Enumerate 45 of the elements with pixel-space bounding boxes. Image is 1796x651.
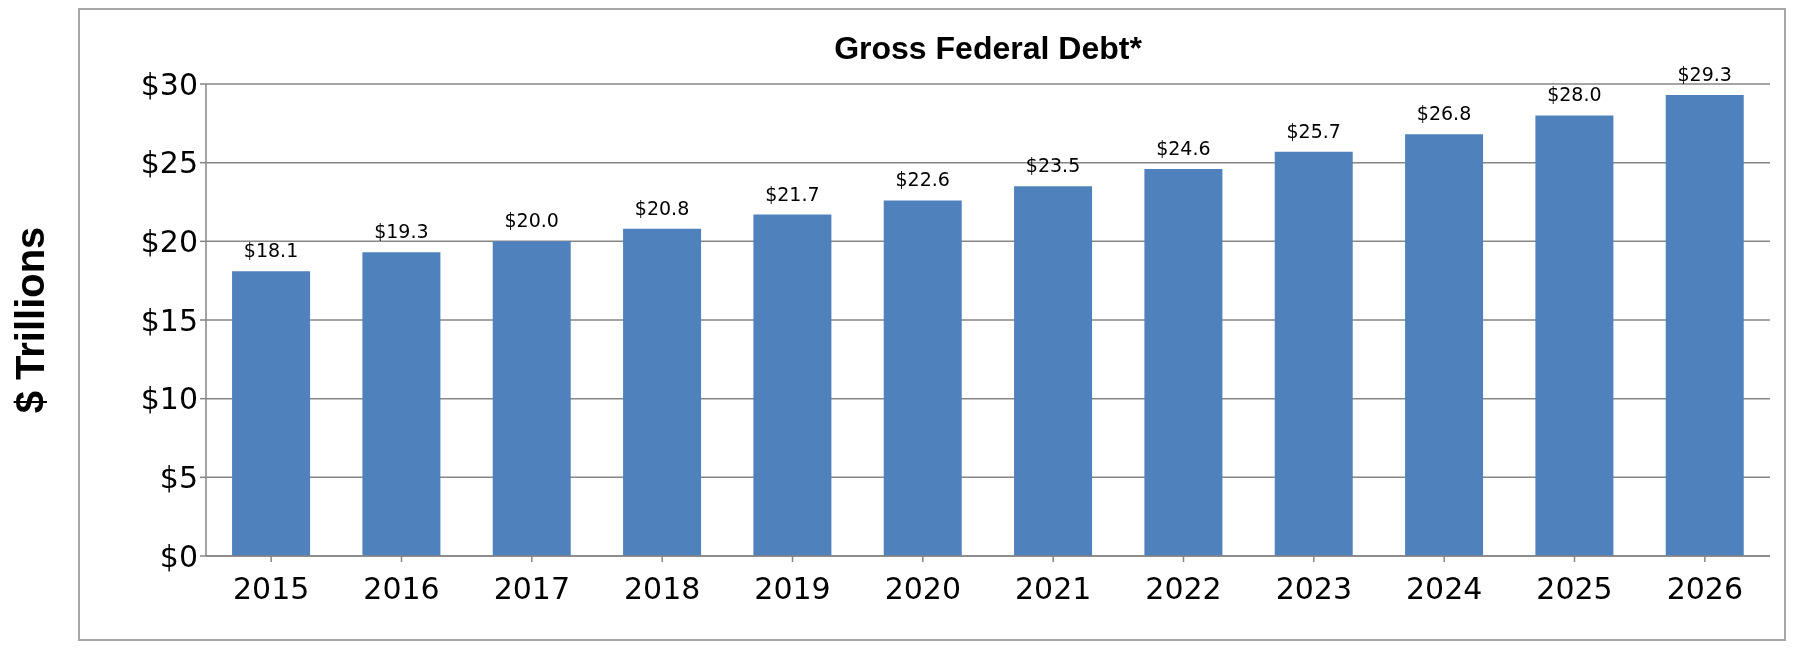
data-label: $25.7: [1286, 119, 1341, 142]
x-tick-label: 2023: [1275, 571, 1353, 607]
bar: [1405, 134, 1484, 556]
x-tick-label: 2017: [493, 571, 571, 607]
y-tick-label: $15: [140, 302, 198, 338]
bar: [883, 200, 962, 556]
data-label: $21.7: [765, 182, 820, 205]
x-tick-label: 2019: [754, 571, 831, 607]
bar: [753, 214, 832, 556]
data-label: $29.3: [1677, 63, 1732, 86]
bar: [232, 271, 311, 556]
chart-title: Gross Federal Debt*: [834, 30, 1142, 66]
data-label: $19.3: [374, 220, 429, 243]
bar: [492, 241, 571, 556]
data-label: $24.6: [1156, 136, 1211, 159]
x-tick-label: 2018: [623, 571, 701, 607]
data-label: $22.6: [895, 168, 950, 191]
data-label: $20.0: [504, 209, 559, 232]
data-label: $23.5: [1025, 154, 1081, 177]
bar: [1014, 186, 1093, 556]
bar: [1535, 115, 1614, 556]
data-label: $28.0: [1547, 83, 1602, 106]
bar: [1274, 151, 1353, 556]
x-tick-label: 2020: [884, 571, 962, 607]
x-tick-label: 2015: [232, 571, 310, 607]
y-tick-label: $30: [140, 66, 198, 102]
bar: [1144, 168, 1223, 556]
data-label: $26.8: [1416, 102, 1472, 125]
x-tick-label: 2016: [363, 571, 440, 607]
y-tick-label: $25: [140, 145, 198, 181]
x-tick-label: 2024: [1405, 571, 1483, 607]
bar: [1665, 95, 1744, 556]
data-label: $18.1: [243, 239, 299, 262]
data-label: $20.8: [634, 196, 690, 219]
x-tick-label: 2026: [1666, 571, 1744, 607]
y-tick-label: $5: [159, 459, 198, 495]
bar: [623, 228, 702, 556]
y-tick-label: $20: [140, 223, 198, 259]
y-tick-label: $0: [159, 538, 198, 574]
y-tick-label: $10: [140, 381, 198, 417]
x-tick-label: 2025: [1536, 571, 1613, 607]
x-tick-label: 2021: [1014, 571, 1092, 607]
bar: [362, 252, 441, 556]
y-axis-title: $ Trillions: [7, 226, 53, 414]
x-tick-label: 2022: [1145, 571, 1222, 607]
